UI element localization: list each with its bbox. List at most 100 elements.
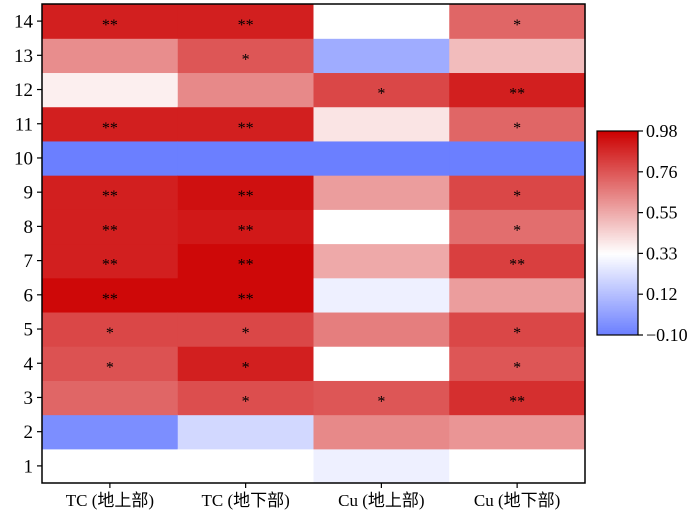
heatmap-cell-2-11: [177, 106, 315, 142]
heatmap-cell-3-12: [313, 72, 450, 108]
colorbar-segment: [597, 280, 638, 283]
heatmap-cell-4-3: [449, 380, 586, 416]
significance-mark: *: [377, 393, 385, 410]
significance-mark: **: [102, 257, 118, 274]
significance-mark: *: [242, 325, 250, 342]
colorbar-segment: [597, 154, 638, 157]
significance-mark: *: [106, 325, 114, 342]
colorbar-segment: [597, 284, 638, 287]
colorbar-segment: [597, 205, 638, 208]
x-tick-label: TC (地上部): [66, 491, 154, 510]
colorbar-segment: [597, 158, 638, 161]
colorbar-segment: [597, 304, 638, 307]
colorbar-segment: [597, 209, 638, 212]
colorbar-segment: [597, 312, 638, 316]
colorbar-segment: [597, 222, 638, 225]
significance-marks: ****************************************…: [102, 17, 525, 410]
heatmap-cell-3-1: [313, 448, 450, 484]
colorbar-segment: [597, 180, 638, 183]
heatmap-cell-1-7: [42, 243, 179, 279]
colorbar-segment: [597, 306, 638, 309]
colorbar-segment: [597, 297, 638, 300]
significance-mark: *: [106, 359, 114, 376]
colorbar-segment: [597, 314, 638, 317]
colorbar-segment: [597, 309, 638, 312]
colorbar-segment: [597, 163, 638, 166]
heatmap-cell-4-2: [449, 414, 586, 450]
y-tick-label: 3: [24, 388, 34, 409]
heatmap-cell-2-1: [177, 448, 315, 484]
heatmap-cell-2-6: [177, 277, 315, 313]
heatmap-cell-1-11: [42, 106, 179, 142]
heatmap-cell-2-2: [177, 414, 315, 450]
colorbar-segment: [597, 212, 638, 215]
colorbar-segment: [597, 195, 638, 198]
colorbar-segment: [597, 244, 638, 248]
colorbar-segment: [597, 307, 638, 310]
colorbar-segment: [597, 328, 638, 331]
heatmap-cell-3-3: [313, 380, 450, 416]
significance-mark: *: [513, 222, 521, 239]
colorbar-frame: [596, 130, 639, 336]
colorbar-segment: [597, 231, 638, 234]
heatmap-cells: [42, 4, 586, 484]
heatmap-cell-2-12: [177, 72, 315, 108]
colorbar-tick-label: 0.76: [646, 162, 678, 182]
colorbar-segment: [597, 210, 638, 214]
colorbar-segment: [597, 273, 638, 276]
heatmap-cell-2-14: [177, 4, 315, 39]
heatmap-cell-1-8: [42, 209, 179, 245]
x-tick-label: TC (地下部): [201, 491, 289, 510]
heatmap-cell-4-7: [449, 243, 586, 279]
colorbar-segment: [597, 233, 638, 236]
heatmap-cell-2-10: [177, 140, 315, 176]
colorbar-segment: [597, 299, 638, 302]
colorbar-segment: [597, 188, 638, 191]
colorbar-tick-label: 0.12: [646, 284, 678, 304]
x-axis: TC (地上部) TC (地下部) Cu (地上部) Cu (地下部): [66, 483, 560, 510]
significance-mark: **: [238, 257, 254, 274]
colorbar-segment: [597, 168, 638, 171]
colorbar-segment: [597, 251, 638, 254]
colorbar-tick-label: −0.10: [646, 325, 688, 345]
colorbar-segment: [597, 246, 638, 249]
colorbar-segment: [597, 142, 638, 146]
colorbar-segment: [597, 329, 638, 333]
colorbar-segment: [597, 166, 638, 169]
colorbar-segment: [597, 241, 638, 244]
colorbar-segment: [597, 239, 638, 242]
colorbar-segment: [597, 236, 638, 239]
colorbar-segment: [597, 221, 638, 224]
colorbar: 0.98 0.76 0.55 0.33 0.12 −0.10: [596, 121, 688, 345]
heatmap-cell-3-2: [313, 414, 450, 450]
colorbar-segment: [597, 227, 638, 231]
significance-mark: *: [513, 120, 521, 137]
colorbar-segment: [597, 255, 638, 258]
heatmap-cell-3-14: [313, 4, 450, 39]
colorbar-segment: [597, 275, 638, 278]
colorbar-segment: [597, 292, 638, 295]
heatmap-cell-4-12: [449, 72, 586, 108]
heatmap-cell-2-8: [177, 209, 315, 245]
heatmap-cell-3-5: [313, 311, 450, 347]
colorbar-segment: [597, 295, 638, 299]
plot-frame: [41, 3, 586, 484]
heatmap-cell-4-6: [449, 277, 586, 313]
heatmap-cell-1-5: [42, 311, 179, 347]
significance-mark: **: [509, 86, 525, 103]
heatmap-cell-3-8: [313, 209, 450, 245]
heatmap-cell-4-8: [449, 209, 586, 245]
colorbar-segment: [597, 192, 638, 195]
colorbar-segment: [597, 270, 638, 273]
colorbar-segment: [597, 268, 638, 271]
significance-mark: **: [102, 291, 118, 308]
colorbar-segment: [597, 256, 638, 259]
heatmap-cell-3-4: [313, 346, 450, 381]
colorbar-segment: [597, 229, 638, 232]
colorbar-tick-label: 0.98: [646, 121, 678, 141]
colorbar-tick-label: 0.55: [646, 203, 678, 223]
significance-mark: **: [238, 291, 254, 308]
y-tick-label: 5: [24, 320, 34, 341]
y-tick-label: 12: [14, 80, 33, 101]
